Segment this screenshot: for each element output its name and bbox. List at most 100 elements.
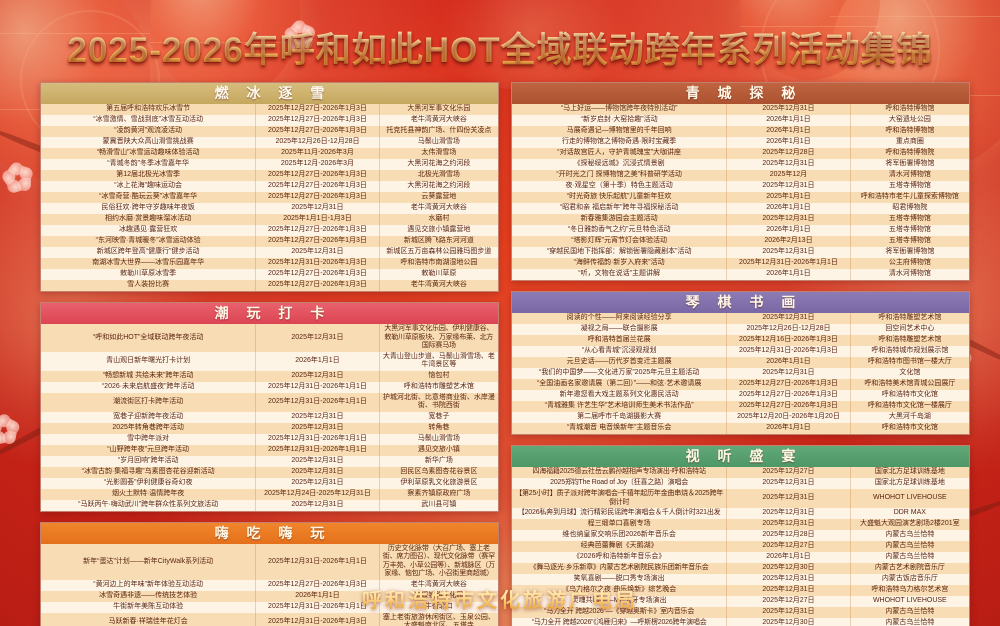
activity-date: 2025年12月31日-2026年1月1日 (255, 433, 380, 445)
table-row: “呼和如此HOT”全域联动跨年夜活动 2025年12月31日 大黑河军事文化乐园、伊… (41, 324, 498, 352)
activity-name: “马力全开 跨越2026”《鸿雁归来》—呼斯楞2026跨年演唱会 (512, 618, 728, 626)
activity-table-hai-chi-hai-wan: 新年“蛋达”计划——新年CityWalk系列活动 2025年12月31日-2026… (41, 543, 498, 626)
activity-venue: 老牛湾黄河大峡谷 (410, 204, 467, 212)
table-row: “畅想新城 共绘未来”跨年活动 2025年12月31日 恼包村 (41, 370, 498, 382)
activity-venue: 大黑河花海之约河段 (407, 182, 471, 190)
activity-name: “山野跨年夜”元旦跨年活动 (41, 444, 257, 456)
activity-name: “我们的中国梦——文化进万家”2025年元旦主题活动 (512, 368, 728, 379)
activity-date: 2025年12月27日-2026年1月3日 (255, 236, 380, 247)
activity-name: 程三缎单口喜剧专场 (512, 519, 728, 531)
activity-date: 2025年12月31日-2026年1月1日 (255, 444, 380, 456)
activity-date: 2025年12月31日 (255, 466, 380, 478)
table-row: “新岁启封·大窑拾趣”活动 2026年1月1日 大窑遗址公园 (512, 115, 969, 126)
activity-venue: 呼和浩特市图书馆一楼大厅 (867, 358, 952, 366)
table-row: “冰雪激情、雪战到底”冰雪互动活动 2025年12月27日-2026年1月3日 老牛… (41, 115, 498, 126)
table-row: “青城潮音 电音焕新年”主题音乐会 2026年1月1日 呼和浩特市文化馆 (512, 423, 969, 434)
activity-name: 民俗狂欢·跨年守岁趣味年夜饭 (41, 203, 257, 214)
activity-name: 阅读的个性——阿来阅读经验分享 (512, 313, 728, 324)
table-row: “我们的中国梦——文化进万家”2025年元旦主题活动 2025年12月31日 文化馆 (512, 368, 969, 379)
activity-name: 《乌力格尔之夜·曲乐焕新》综艺晚会 (512, 585, 728, 597)
table-row: “岁月回响”跨年活动 2025年12月31日 新华广场 (41, 455, 498, 467)
activity-venue: 内蒙古乌兰恰特 (885, 542, 935, 550)
activity-date: 2025年12月31日 (726, 181, 851, 192)
table-row: “2026·未来启航盛夜”跨年活动 2025年12月31日-2026年1月1日 呼和… (41, 381, 498, 393)
activity-table-qing-cheng-tan-mi: “马上好运——博物馆跨年夜特别活动” 2025年12月31日 呼和浩特博物馆 “新岁启… (512, 104, 969, 280)
activity-name: 第二届呼市千岛湖摄影大赛 (512, 412, 728, 423)
table-row: 宽巷子迎新跨年夜活动 2025年12月31日 宽巷子 (41, 411, 498, 423)
activity-name: 宽巷子迎新跨年夜活动 (41, 411, 257, 423)
activity-venue: 呼和浩特博物馆 (885, 105, 935, 113)
activity-date: 2025年12月27日 (726, 467, 851, 478)
table-row: 【第25小时】质子派对跨年演唱会-千禧年起历年金曲串烧＆2025跨年倒计时 202… (512, 489, 969, 509)
activity-date: 2025年12月31日 (726, 489, 851, 509)
activity-venue: 呼和浩特市南湖湿地公园 (400, 259, 478, 267)
activity-name: “东河映雪·青城暖冬”冰雪运动体验 (41, 236, 257, 247)
activity-name: 烟火土默特·温情跨年夜 (41, 488, 257, 500)
activity-date: 2025年12月31日 (726, 607, 851, 619)
activity-venue: 清水河博物馆 (888, 270, 931, 278)
table-row: “冰雪奇营·酷玩云葵”冰雪嘉年华 2025年12月27日-2026年1月3日 云葵露… (41, 192, 498, 203)
activity-date: 2025年12月27日-2026年1月3日 (255, 126, 380, 137)
activity-name: “开时光之门 探博物馆之美”科普研学活动 (512, 170, 728, 181)
activity-venue: 将军衙署博物馆 (885, 160, 935, 168)
activity-date: 2025年12月31日 (726, 313, 851, 324)
activity-date: 2025年12月31日-2026年1月1日 (255, 601, 380, 613)
activity-name: 灵魂共鸣——MC大牙专场演出 (512, 596, 728, 608)
activity-name: “从心看青城”沉浸观规划 (512, 346, 728, 357)
activity-date: 2025年12月27日-2026年1月3日 (255, 269, 380, 280)
table-row: “时光奇旅 快乐起航”儿童新年狂欢 2025年1月1日 呼和浩特市老牛儿童探索博物馆 (512, 192, 969, 203)
activity-name: “昭君和亲 福启新年”跨年寻福探秘活动 (512, 203, 728, 214)
activity-venue: 回空间艺术中心 (885, 325, 935, 333)
activity-venue: 呼和浩特市雕塑艺术馆 (403, 382, 474, 390)
activity-venue: 塞上老街旅游休闲街区、玉泉公园、大盛魁南北区、五塔寺 (382, 613, 495, 626)
table-row: “马跃丙午·嗨动武川”跨年群众性系列文旅活动 2025年12月31日 武川县可镇 (41, 499, 498, 511)
table-row: “穿越民国地下指挥部：解锁衙署隐藏剧本”活动 2025年12月31日 将军衙署博物馆 (512, 247, 969, 258)
activity-venue: 公主府博物馆 (888, 259, 931, 267)
table-row: 程三缎单口喜剧专场 2025年12月31日 大盛魁大观园演艺剧场2楼201室 (512, 519, 969, 531)
activity-date: 2025年12月31日 (255, 422, 380, 434)
activity-venue: 呼和浩特美术馆青城公园展厅 (864, 380, 956, 388)
activity-date: 2025年12月31日-2026年1月1日 (255, 381, 380, 393)
activity-date: 2025年12月27日-2026年1月3日 (255, 181, 380, 192)
activity-name: “冰雪奇营·酷玩云葵”冰雪嘉年华 (41, 192, 257, 203)
table-row: “东河映雪·青城暖冬”冰雪运动体验 2025年12月27日-2026年1月3日 新城… (41, 236, 498, 247)
activity-name: 第12届北极光冰雪季 (41, 170, 257, 181)
activity-venue: 内蒙古乌兰恰特 (885, 531, 935, 539)
activity-name: “青城冬韵”冬季冰雪嘉年华 (41, 159, 257, 170)
table-row: 烟火土默特·温情跨年夜 2025年12月24日-2025年12月31日 察素齐镇原政… (41, 488, 498, 500)
activity-name: “塔影灯辉”元宵节灯会体验活动 (512, 236, 728, 247)
activity-name: 新年“蛋达”计划——新年CityWalk系列活动 (41, 543, 257, 580)
table-row: “马力全开 跨越2026”《鸿雁归来》—呼斯楞2026跨年演唱会 2025年12月… (512, 618, 969, 626)
activity-name: “冬日雅韵香气之约”元旦特色活动 (512, 225, 728, 236)
activity-date: 2025年12月31日 (255, 247, 380, 258)
activity-table-chao-wan-da-ka: “呼和如此HOT”全域联动跨年夜活动 2025年12月31日 大黑河军事文化乐园、伊… (41, 324, 498, 511)
activity-name: “冰雪激情、雪战到底”冰雪互动活动 (41, 115, 257, 126)
activity-venue: 呼和浩特博物院 (885, 149, 935, 157)
activity-name: 2025郑钧The Road of Joy〔狂喜之路〕演唱会 (512, 478, 728, 489)
activity-name: “畅想新城 共绘未来”跨年活动 (41, 370, 257, 382)
activity-venue: 呼和浩特市文化馆 (881, 391, 938, 399)
activity-name: 《探秘绥远城》沉浸式情景剧 (512, 159, 728, 170)
activity-venue: 呼和浩特雕塑艺术馆 (878, 336, 942, 344)
section-header-ran-bing-zhu-xue: 燃 冰 逐 雪 (41, 83, 498, 104)
activity-venue: 回民区乌素图杏花谷景区 (400, 467, 478, 475)
page-title: 2025-2026年呼和如此HOT全域联动跨年系列活动集锦 (67, 22, 932, 73)
activity-venue: 内蒙古艺术剧院音乐厅 (874, 564, 945, 572)
activity-venue: 呼和浩特市老牛儿童探索博物馆 (860, 193, 959, 201)
activity-venue: 护城河北街、比意塔商业街、水岸漫街、书院西街 (382, 393, 495, 410)
activity-venue: 伊利草原乳文化旅游景区 (400, 478, 478, 486)
poster-footer: 呼和浩特市文化旅游广电局 (0, 584, 1000, 613)
activity-name: “新岁启封·大窑拾趣”活动 (512, 115, 728, 126)
table-row: 新春雅集游园会主题活动 2025年12月31日 五塔寺博物馆 (512, 214, 969, 225)
activity-venue: 重点商圈 (895, 138, 924, 146)
activity-venue: 大黑河军事文化乐园、伊利健康谷、敕勒川草原板块、万家缘布莱、北方国际赛马场 (384, 325, 494, 350)
activity-venue: 大窑遗址公园 (888, 116, 931, 124)
activity-venue: 牛街北口 (379, 602, 498, 613)
table-row: 灵魂共鸣——MC大牙专场演出2025年12月27日 WHOHOT LIVEHOUS… (512, 596, 969, 608)
activity-date: 2025年12月-2026年3月 (255, 159, 380, 170)
section-header-qing-cheng-tan-mi: 青 城 探 秘 (512, 83, 969, 104)
activity-date: 2025年12月24日-2025年12月31日 (255, 488, 380, 500)
activity-name: 笑氧喜剧——脱口秀专场演出 (512, 574, 728, 586)
activity-name: “畅滑雪山”冰雪运动趣味体验活动 (41, 148, 257, 159)
activity-date: 2025年12月31日 (726, 159, 851, 170)
